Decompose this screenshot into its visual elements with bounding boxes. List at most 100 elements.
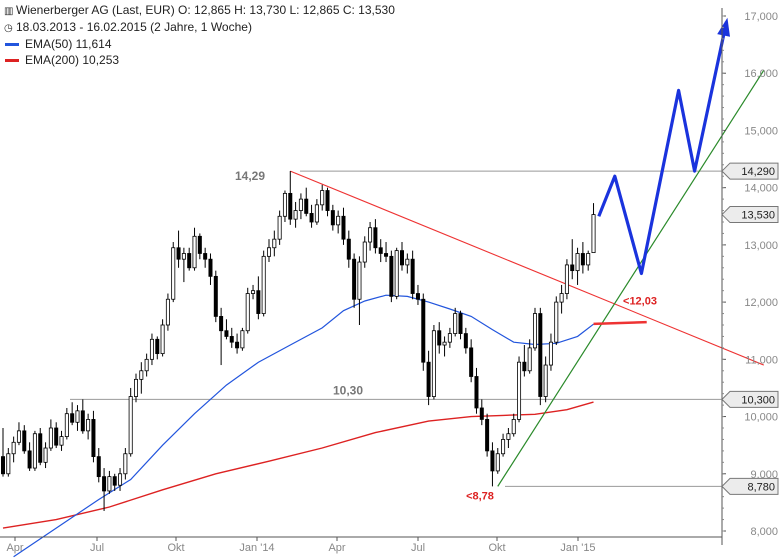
candle: [399, 242, 404, 271]
candle-body: [261, 255, 266, 314]
candle: [261, 250, 266, 317]
candle: [586, 250, 591, 271]
x-tick-label: Okt: [488, 542, 505, 554]
candle-body: [176, 247, 181, 260]
candle-body: [133, 378, 138, 397]
candle: [128, 387, 133, 457]
candle: [245, 287, 250, 334]
candle: [490, 442, 495, 487]
candle-body: [517, 361, 522, 420]
candle-body: [219, 316, 224, 332]
candle: [341, 207, 346, 245]
candle-body: [91, 419, 96, 458]
candle: [564, 259, 569, 300]
candle: [91, 410, 96, 463]
candle-body: [54, 427, 59, 446]
price-box: [721, 206, 779, 224]
candle-body: [485, 419, 490, 452]
x-tick-label: Jul: [90, 542, 104, 554]
y-tick-label: 10,000: [744, 412, 778, 424]
candle: [139, 362, 144, 394]
candle: [580, 242, 585, 274]
candle: [431, 325, 436, 400]
candle-body: [282, 192, 287, 217]
candle-body: [293, 210, 298, 220]
legend-ema50: EMA(50) 11,614: [4, 36, 112, 52]
candle: [272, 230, 277, 257]
candle: [533, 307, 538, 351]
candle-body: [192, 235, 197, 269]
candle: [506, 428, 511, 449]
candle: [410, 250, 415, 300]
candle: [394, 247, 399, 300]
candle-body: [149, 338, 154, 360]
candle-body: [501, 439, 506, 455]
ema200-line: [2, 401, 594, 529]
candle: [325, 187, 330, 217]
candle-body: [266, 247, 271, 257]
candle: [224, 319, 229, 340]
candle-body: [368, 227, 373, 243]
candle-body: [373, 227, 378, 249]
candle-body: [272, 238, 277, 249]
candle: [575, 247, 580, 285]
candle-body: [341, 215, 346, 240]
candle-body: [235, 341, 240, 349]
candle-body: [288, 192, 293, 220]
candle-body: [64, 413, 69, 437]
candle-body: [213, 275, 218, 317]
y-tick-label: 17,000: [744, 11, 778, 23]
candle-body: [357, 261, 362, 300]
candle-body: [59, 436, 64, 446]
candle: [187, 247, 192, 271]
y-tick-label: 13,000: [744, 240, 778, 252]
candle: [107, 470, 112, 494]
candle-body: [224, 330, 229, 337]
candle-body: [27, 450, 32, 469]
candle: [176, 230, 181, 268]
candle-body: [346, 238, 351, 260]
candle-body: [533, 313, 538, 349]
candle-body: [399, 250, 404, 266]
candle-body: [378, 247, 383, 254]
candle: [75, 405, 80, 431]
candle: [165, 293, 170, 331]
candle-body: [245, 293, 250, 332]
candle: [70, 402, 75, 426]
candle-body: [203, 253, 208, 260]
candle: [336, 210, 341, 234]
candle-body: [527, 347, 532, 372]
candle: [282, 190, 287, 222]
candle-body: [554, 301, 559, 343]
x-tick-label: Jan '15: [560, 542, 595, 554]
candle: [458, 310, 463, 340]
candle: [373, 219, 378, 254]
candle: [16, 422, 21, 446]
clock-icon: ◷: [4, 23, 13, 34]
candle-body: [304, 198, 309, 214]
candle-body: [160, 324, 165, 355]
candle-body: [144, 358, 149, 372]
ema50-swatch: [5, 43, 19, 47]
candle: [479, 399, 484, 426]
candle: [362, 236, 367, 268]
candle-body: [181, 253, 186, 260]
candle-body: [384, 253, 389, 257]
level-label-mid: 10,30: [333, 383, 363, 397]
candle-body: [70, 413, 75, 423]
candle: [86, 413, 91, 440]
candle-body: [538, 313, 543, 397]
candle-body: [410, 258, 415, 294]
candle-body: [570, 264, 575, 272]
chart-title: ▥ Wienerberger AG (Last, EUR) O: 12,865 H…: [4, 2, 395, 20]
candle: [22, 425, 27, 454]
candle: [554, 296, 559, 346]
candle: [118, 468, 123, 491]
candle: [6, 448, 11, 477]
candle-body: [453, 313, 458, 334]
candle-body: [330, 210, 335, 226]
candle-body: [112, 476, 117, 486]
candle-body: [548, 341, 553, 366]
